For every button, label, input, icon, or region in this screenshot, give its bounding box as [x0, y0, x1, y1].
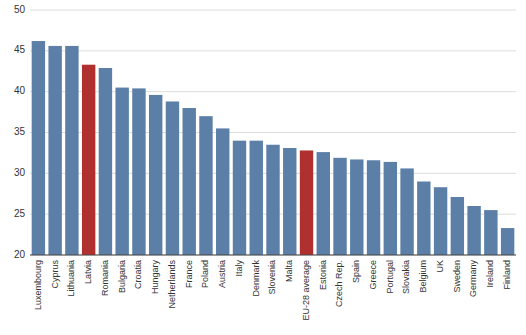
x-tick-label: Romania	[100, 260, 110, 296]
bar	[367, 160, 380, 255]
grid-line	[30, 255, 516, 256]
bar	[32, 41, 45, 255]
bar	[434, 187, 447, 255]
x-tick-label: Germany	[468, 260, 478, 298]
bar	[233, 141, 246, 255]
bars	[32, 41, 515, 255]
bar	[467, 206, 480, 255]
x-tick-label: Belgium	[418, 260, 428, 293]
x-axis: Luxembourg Cyprus Lithuania Latvia Romania Bu…	[30, 255, 516, 321]
bar	[183, 108, 196, 255]
bar	[283, 148, 296, 255]
y-tick-label: 30	[14, 167, 26, 178]
x-tick-label: Finland	[502, 260, 512, 290]
grid	[30, 10, 516, 255]
bar	[132, 88, 145, 255]
y-tick-label: 40	[14, 85, 26, 96]
x-tick-label: Hungary	[150, 260, 160, 295]
y-tick-label: 35	[14, 126, 26, 137]
bar	[400, 168, 413, 255]
bar	[199, 116, 212, 255]
bar	[317, 152, 330, 255]
bar	[300, 150, 313, 255]
x-tick-label: Bulgaria	[117, 260, 127, 293]
x-tick-label: Italy	[234, 260, 244, 277]
bar	[484, 210, 497, 255]
x-tick-label: Cyprus	[50, 260, 60, 289]
bar	[501, 228, 514, 255]
bar	[384, 162, 397, 255]
bar	[99, 68, 112, 255]
x-tick-label: Czech Rep.	[334, 260, 344, 307]
bar	[266, 145, 279, 255]
chart: 20253035404550LuxembourgCyprusLithuaniaL…	[0, 0, 526, 335]
x-tick-label: Netherlands	[167, 260, 177, 309]
x-tick-label: Spain	[351, 260, 361, 283]
y-axis: 20 25 30 35 40 45 50	[14, 4, 26, 260]
x-tick-label: Estonia	[318, 260, 328, 290]
bar	[149, 95, 162, 255]
x-tick-label: Denmark	[251, 260, 261, 297]
bar	[350, 159, 363, 255]
x-tick-label: Slovakia	[401, 260, 411, 294]
grid-line	[30, 10, 516, 11]
x-tick-label: Sweden	[452, 260, 462, 293]
grid-line	[30, 50, 516, 51]
bar	[451, 197, 464, 255]
bar	[166, 101, 179, 255]
y-tick-label: 45	[14, 44, 26, 55]
bar	[115, 88, 128, 255]
x-tick-label: Luxembourg	[33, 260, 43, 310]
x-axis-line	[30, 255, 516, 256]
x-tick-label: Ireland	[485, 260, 495, 288]
x-tick-label: Poland	[200, 260, 210, 288]
x-tick-label: Lithuania	[66, 260, 76, 297]
bar	[65, 46, 78, 255]
x-tick-label: Slovenia	[267, 260, 277, 295]
y-tick-label: 50	[14, 4, 26, 15]
x-tick-label: Greece	[368, 260, 378, 290]
bar	[250, 141, 263, 255]
x-tick-label: France	[184, 260, 194, 288]
bar	[216, 128, 229, 255]
x-tick-label: UK	[435, 260, 445, 273]
x-tick-label: EU-28 average	[301, 260, 311, 321]
x-tick-label: Croatia	[133, 260, 143, 289]
bar	[48, 46, 61, 255]
y-tick-label: 25	[14, 208, 26, 219]
x-tick-label: Portugal	[385, 260, 395, 294]
x-tick-label: Malta	[284, 260, 294, 282]
x-tick-label: Latvia	[83, 260, 93, 284]
x-tick-label: Austria	[217, 260, 227, 288]
bar	[333, 158, 346, 255]
bar	[417, 182, 430, 256]
bar	[82, 65, 95, 255]
y-tick-label: 20	[14, 249, 26, 260]
